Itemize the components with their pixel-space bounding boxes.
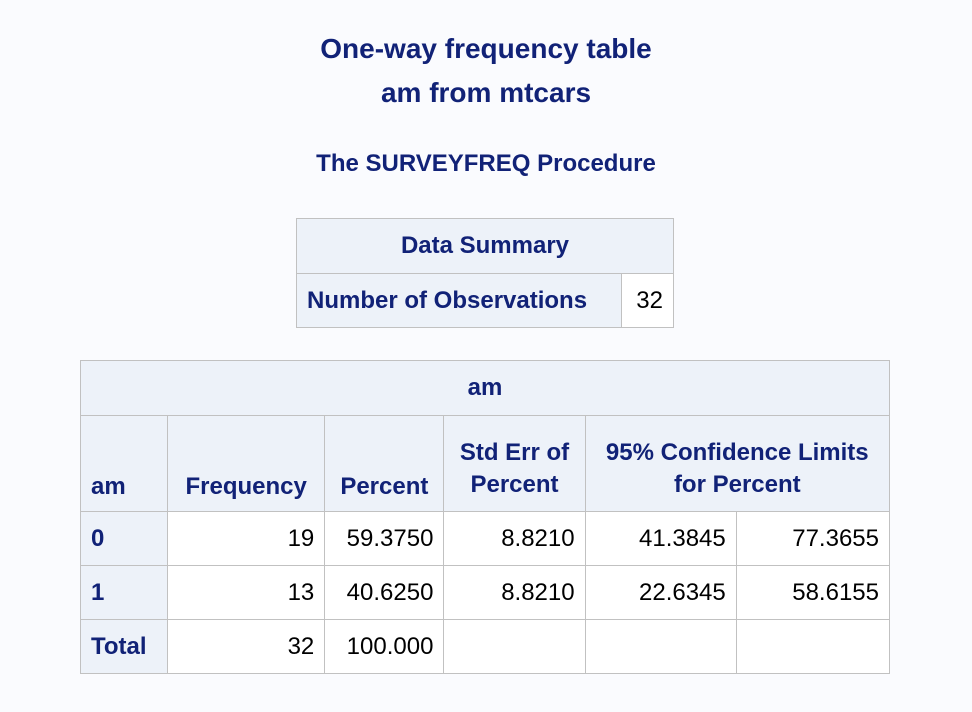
percent-cell: 40.6250 bbox=[324, 565, 445, 620]
table-title-line-2: am from mtcars bbox=[380, 77, 592, 108]
cl-header-line-2: for Percent bbox=[673, 471, 801, 498]
spanning-header-am: am bbox=[80, 360, 890, 416]
stderr-cell: 8.8210 bbox=[443, 565, 586, 620]
lower-limit-cell bbox=[584, 619, 737, 674]
procedure-title: The SURVEYFREQ Procedure bbox=[316, 150, 656, 177]
cl-header-line-1: 95% Confidence Limits bbox=[605, 439, 869, 466]
lower-limit-cell: 22.6345 bbox=[584, 565, 737, 620]
frequency-table: am am Frequency Percent Std Err of Percen… bbox=[79, 360, 891, 674]
percent-cell: 100.000 bbox=[324, 619, 445, 674]
upper-limit-cell bbox=[735, 619, 891, 674]
data-summary-table: Data Summary Number of Observations 32 bbox=[295, 218, 674, 328]
upper-limit-cell: 77.3655 bbox=[735, 511, 891, 566]
table-row-total: Total 32 100.000 bbox=[79, 619, 891, 674]
percent-cell: 59.3750 bbox=[324, 511, 445, 566]
data-summary-header: Data Summary bbox=[296, 218, 674, 274]
lower-limit-cell: 41.3845 bbox=[584, 511, 737, 566]
stderr-cell bbox=[443, 619, 586, 674]
upper-limit-cell: 58.6155 bbox=[735, 565, 891, 620]
frequency-cell: 19 bbox=[167, 511, 326, 566]
table-row: 0 19 59.3750 8.8210 41.3845 77.3655 bbox=[79, 511, 891, 566]
stderr-header-line-1: Std Err of bbox=[459, 439, 570, 466]
observations-label: Number of Observations bbox=[295, 273, 623, 328]
stderr-header-line-2: Percent bbox=[470, 471, 559, 498]
stderr-cell: 8.8210 bbox=[443, 511, 586, 566]
row-label: 0 bbox=[79, 511, 169, 566]
row-label: 1 bbox=[79, 565, 169, 620]
frequency-cell: 32 bbox=[167, 619, 326, 674]
column-header-frequency: Frequency bbox=[167, 415, 326, 512]
row-label: Total bbox=[79, 619, 169, 674]
observations-value: 32 bbox=[621, 273, 674, 328]
table-row: 1 13 40.6250 8.8210 22.6345 58.6155 bbox=[79, 565, 891, 620]
column-header-percent: Percent bbox=[324, 415, 445, 512]
column-header-am: am bbox=[79, 415, 169, 512]
column-header-stderr: Std Err of Percent bbox=[443, 415, 586, 512]
frequency-cell: 13 bbox=[167, 565, 326, 620]
table-title-line-1: One-way frequency table bbox=[320, 33, 652, 64]
column-header-confidence-limits: 95% Confidence Limits for Percent bbox=[584, 415, 891, 512]
